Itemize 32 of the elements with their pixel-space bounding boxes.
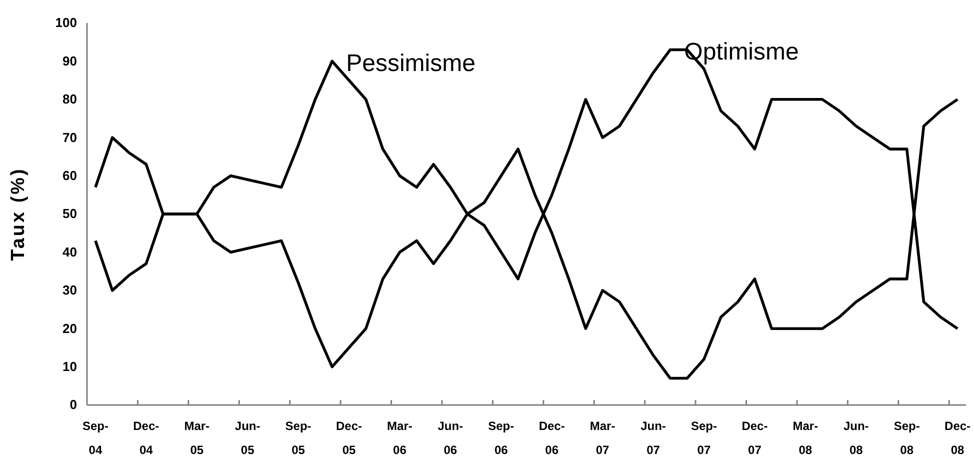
x-tick-label: Dec-04	[133, 419, 160, 457]
y-axis-title: Taux (%)	[8, 167, 29, 261]
x-tick-label: Dec-07	[742, 419, 768, 457]
x-tick-label: Mar-06	[387, 419, 412, 457]
x-tick-label: Sep-08	[894, 419, 920, 457]
x-tick-label: Sep-07	[690, 419, 717, 457]
y-tick-label: 30	[62, 282, 77, 298]
x-tick-label: Jun-05	[234, 419, 260, 457]
y-tick-label: 80	[62, 92, 77, 107]
x-tick-label: Jun-06	[438, 419, 464, 457]
y-tick-label: 60	[62, 168, 77, 183]
x-tick-label: Mar-05	[184, 419, 210, 457]
x-tick-label: Jun-08	[843, 419, 869, 457]
y-tick-label: 40	[62, 244, 77, 260]
y-tick-label: 100	[55, 15, 77, 30]
y-tick-label: 90	[62, 53, 77, 68]
y-tick-label: 70	[62, 130, 77, 145]
y-tick-label: 0	[70, 397, 77, 412]
y-tick-label: 50	[62, 206, 77, 222]
x-tick-label: Sep-04	[82, 419, 108, 457]
y-tick-label: 20	[62, 320, 77, 336]
x-tick-label: Dec-08	[944, 419, 971, 457]
y-tick-label: 10	[62, 358, 77, 374]
x-tick-label: Dec-06	[538, 419, 565, 457]
series-label: Optimisme	[684, 38, 799, 66]
x-tick-label: Mar-07	[590, 419, 616, 457]
x-tick-label: Sep-05	[285, 419, 312, 457]
x-tick-label: Sep-06	[488, 419, 514, 457]
x-tick-label: Mar-08	[792, 419, 818, 457]
series-label: Pessimisme	[346, 50, 476, 78]
x-tick-label: Dec-05	[336, 419, 362, 457]
x-tick-label: Jun-07	[640, 419, 666, 457]
